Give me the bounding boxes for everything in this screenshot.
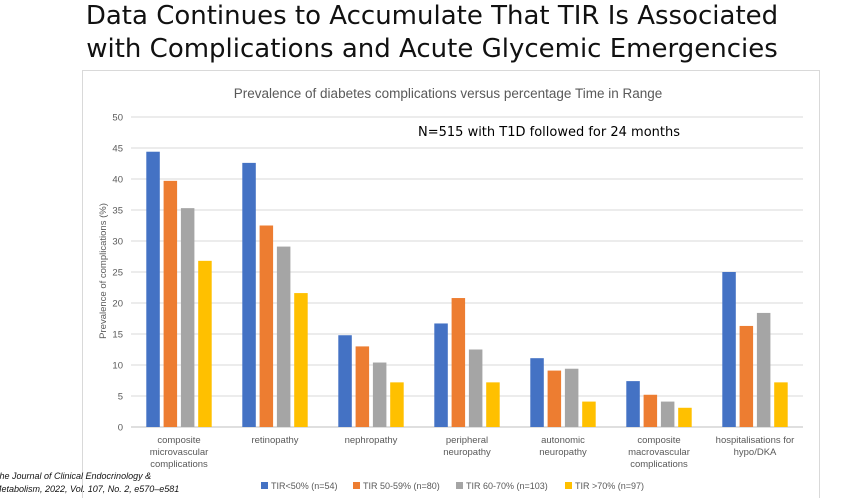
legend-swatch bbox=[456, 482, 463, 489]
x-category-label: hospitalisations for hypo/DKA bbox=[716, 435, 795, 458]
bar bbox=[372, 362, 387, 427]
y-tick-label: 10 bbox=[112, 361, 123, 372]
legend-swatch bbox=[565, 482, 572, 489]
y-tick-label: 20 bbox=[112, 299, 123, 310]
bar bbox=[180, 208, 195, 427]
slide-title-line-2: with Complications and Acute Glycemic Em… bbox=[86, 34, 778, 64]
bar bbox=[547, 370, 562, 427]
citation-line-1: The Journal of Clinical Endocrinology & bbox=[0, 471, 152, 481]
bar bbox=[643, 394, 658, 427]
x-category-label: composite microvascular complications bbox=[150, 435, 209, 470]
y-tick-label: 40 bbox=[112, 175, 123, 186]
bar-chart: Prevalence of diabetes complications ver… bbox=[98, 86, 803, 491]
bar bbox=[276, 246, 291, 427]
bar bbox=[198, 260, 212, 427]
legend-swatch bbox=[261, 482, 268, 489]
y-axis-label: Prevalence of complications (%) bbox=[98, 203, 109, 339]
legend-label: TIR 60-70% (n=103) bbox=[466, 481, 548, 491]
bar bbox=[582, 401, 596, 427]
legend-label: TIR 50-59% (n=80) bbox=[363, 481, 440, 491]
bar bbox=[294, 293, 308, 427]
bars bbox=[146, 151, 788, 427]
x-category-label: composite macrovascular complications bbox=[628, 435, 690, 470]
bar bbox=[338, 335, 352, 427]
x-category-label: peripheral neuropathy bbox=[443, 435, 491, 458]
x-category-label: autonomic neuropathy bbox=[539, 435, 587, 458]
grid-lines bbox=[131, 116, 803, 428]
bar bbox=[774, 382, 788, 427]
bar bbox=[146, 151, 160, 427]
y-tick-label: 5 bbox=[118, 392, 123, 403]
bar bbox=[451, 298, 466, 427]
legend: TIR<50% (n=54) TIR 50-59% (n=80) TIR 60-70… bbox=[261, 481, 644, 491]
bar bbox=[530, 358, 544, 427]
bar bbox=[486, 382, 500, 427]
legend-swatch bbox=[353, 482, 360, 489]
bar bbox=[259, 225, 274, 427]
bar bbox=[163, 180, 178, 427]
bar bbox=[739, 325, 754, 427]
bar bbox=[722, 272, 736, 427]
bar bbox=[660, 401, 675, 427]
bar bbox=[626, 381, 640, 427]
chart-annotation: N=515 with T1D followed for 24 months bbox=[418, 125, 680, 140]
y-tick-label: 15 bbox=[112, 330, 123, 341]
y-tick-labels: 0 5 10 15 20 25 30 35 40 45 50 bbox=[112, 113, 123, 434]
slide-title-line-1: Data Continues to Accumulate That TIR Is… bbox=[85, 1, 779, 31]
bar bbox=[564, 368, 579, 427]
bar bbox=[678, 407, 692, 427]
citation-line-2: Metabolism, 2022, Vol. 107, No. 2, e570–… bbox=[0, 484, 180, 494]
x-category-labels: composite microvascular complications retin… bbox=[150, 435, 795, 470]
bar bbox=[355, 346, 370, 427]
bar bbox=[390, 382, 404, 427]
y-tick-label: 25 bbox=[112, 268, 123, 279]
bar bbox=[468, 349, 483, 427]
chart-frame: Prevalence of diabetes complications ver… bbox=[82, 70, 820, 498]
citation: The Journal of Clinical Endocrinology & … bbox=[0, 470, 224, 496]
legend-label: TIR<50% (n=54) bbox=[271, 481, 338, 491]
x-category-label: retinopathy bbox=[251, 435, 298, 446]
y-tick-label: 30 bbox=[112, 237, 123, 248]
y-tick-label: 35 bbox=[112, 206, 123, 217]
legend-label: TIR >70% (n=97) bbox=[575, 481, 644, 491]
bar bbox=[756, 312, 771, 427]
y-tick-label: 0 bbox=[118, 423, 123, 434]
y-tick-label: 45 bbox=[112, 144, 123, 155]
chart-title: Prevalence of diabetes complications ver… bbox=[234, 86, 663, 101]
x-category-label: nephropathy bbox=[345, 435, 398, 446]
bar bbox=[242, 162, 256, 427]
bar bbox=[434, 323, 448, 427]
y-tick-label: 50 bbox=[112, 113, 123, 124]
slide-title: Data Continues to Accumulate That TIR Is… bbox=[0, 0, 864, 66]
